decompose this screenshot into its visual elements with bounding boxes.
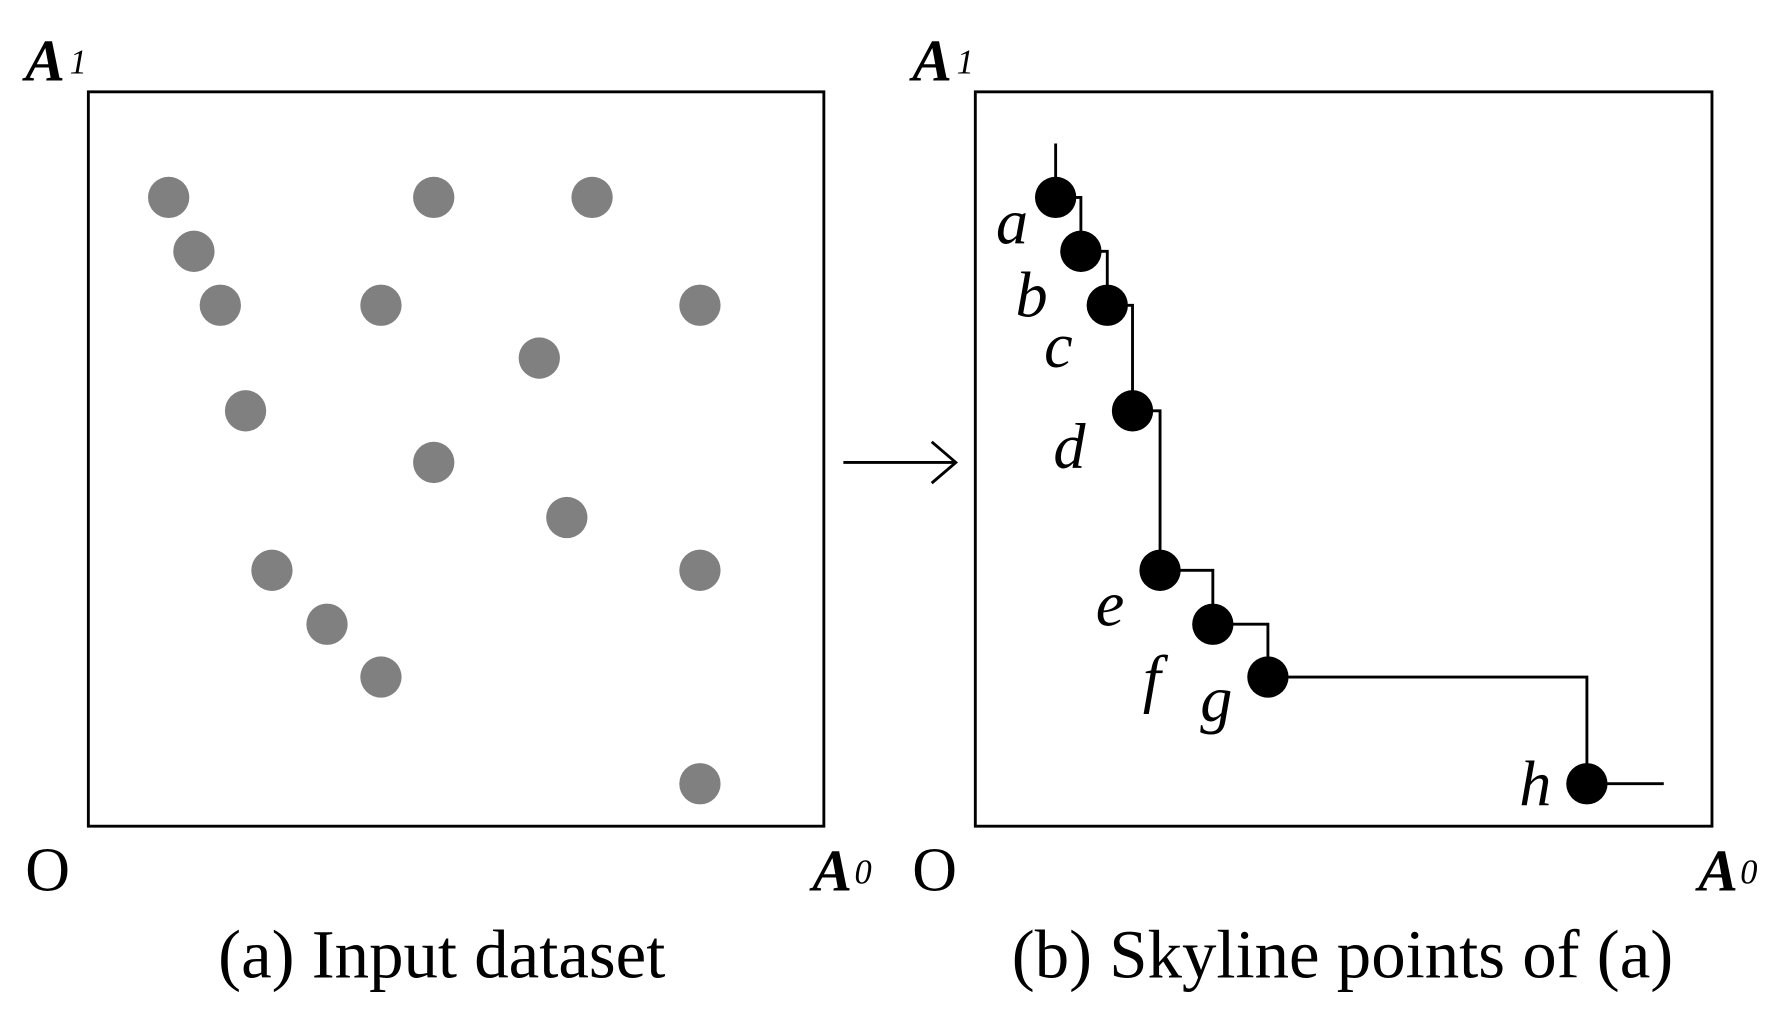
input-point xyxy=(571,176,613,219)
point-label: b xyxy=(1015,260,1047,331)
x-axis-label: A0 xyxy=(808,837,871,903)
skyline-point xyxy=(1060,230,1102,272)
axis-sub: 1 xyxy=(957,43,974,81)
skyline-point xyxy=(1034,176,1077,219)
input-point xyxy=(306,603,348,645)
input-point xyxy=(173,230,215,272)
input-point xyxy=(679,549,721,591)
point-label: g xyxy=(1200,664,1232,735)
input-point xyxy=(413,176,455,219)
panel-a-frame xyxy=(86,90,826,828)
skyline-point xyxy=(1086,284,1128,326)
point-label: h xyxy=(1519,749,1551,820)
skyline-point xyxy=(1192,603,1234,645)
panel-b-frame xyxy=(973,90,1714,828)
input-point xyxy=(360,284,402,326)
axis-sub: 0 xyxy=(854,854,871,892)
axis-name: A xyxy=(908,27,952,93)
axis-sub: 1 xyxy=(70,43,87,81)
input-point xyxy=(224,390,267,432)
axis-name: A xyxy=(808,837,852,903)
x-axis-label: A0 xyxy=(1694,837,1757,903)
arrow xyxy=(843,440,959,485)
caption: (a) Input dataset xyxy=(218,917,665,993)
axis-name: A xyxy=(1694,837,1738,903)
input-point xyxy=(360,656,402,698)
input-point xyxy=(251,549,293,591)
skyline-point xyxy=(1111,390,1154,432)
axis-name: A xyxy=(21,27,65,93)
input-point xyxy=(679,763,721,805)
input-point xyxy=(413,441,455,484)
point-label: c xyxy=(1044,310,1073,381)
input-point xyxy=(679,284,721,326)
input-point xyxy=(199,284,241,326)
point-label: d xyxy=(1053,411,1086,482)
input-point xyxy=(546,496,588,539)
input-point xyxy=(518,337,560,379)
caption: (b) Skyline points of (a) xyxy=(1012,917,1673,993)
origin-label: O xyxy=(912,836,957,904)
point-label: e xyxy=(1096,568,1125,639)
input-points xyxy=(148,176,721,805)
axis-sub: 0 xyxy=(1740,854,1757,892)
point-label: f xyxy=(1143,643,1169,714)
input-point xyxy=(148,176,190,219)
skyline-point xyxy=(1566,763,1608,805)
skyline-point xyxy=(1247,656,1289,698)
origin-label: O xyxy=(25,836,70,904)
point-label: a xyxy=(996,186,1028,257)
skyline-point xyxy=(1139,549,1181,591)
